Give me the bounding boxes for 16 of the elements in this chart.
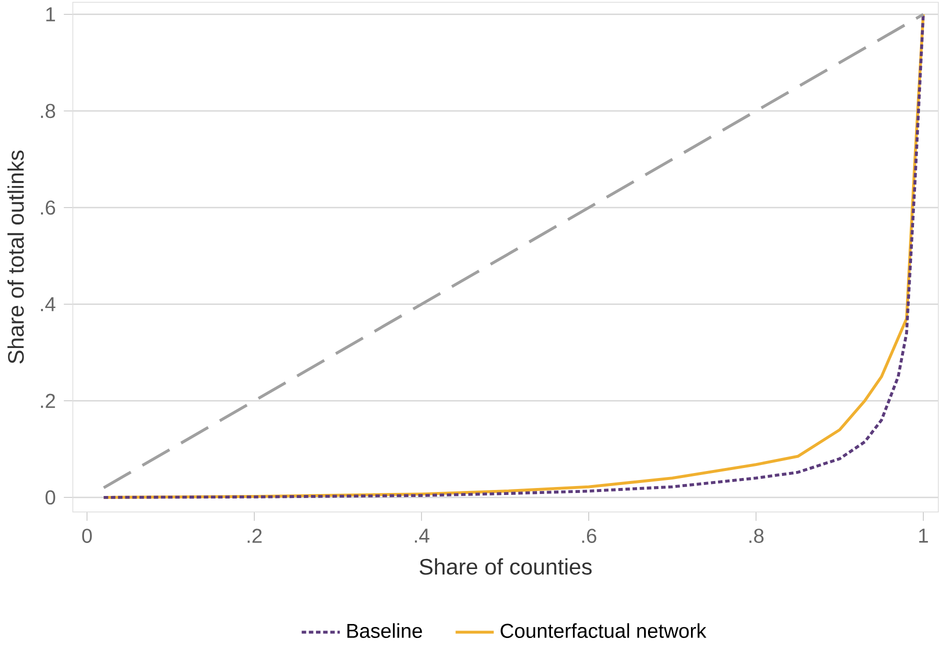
y-tick-label: 1 <box>46 7 55 22</box>
x-tick-label: .6 <box>582 528 596 543</box>
y-tick-label: .4 <box>41 297 56 312</box>
y-axis-title: Share of total outlinks <box>7 150 24 364</box>
y-tick-label: .6 <box>41 200 56 215</box>
y-tick-label: .8 <box>41 104 56 118</box>
legend-label: Counterfactual network <box>500 623 706 638</box>
x-tick-label: 0 <box>82 528 92 543</box>
y-tick-label: 0 <box>46 490 56 505</box>
legend-label: Baseline <box>347 623 422 638</box>
x-tick-label: .2 <box>248 528 262 543</box>
x-tick-label: .4 <box>414 528 430 543</box>
x-tick-label: 1 <box>919 528 928 543</box>
x-tick-label: .8 <box>749 528 764 543</box>
x-axis-title: Share of counties <box>420 558 592 575</box>
y-tick-label: .2 <box>41 394 55 408</box>
